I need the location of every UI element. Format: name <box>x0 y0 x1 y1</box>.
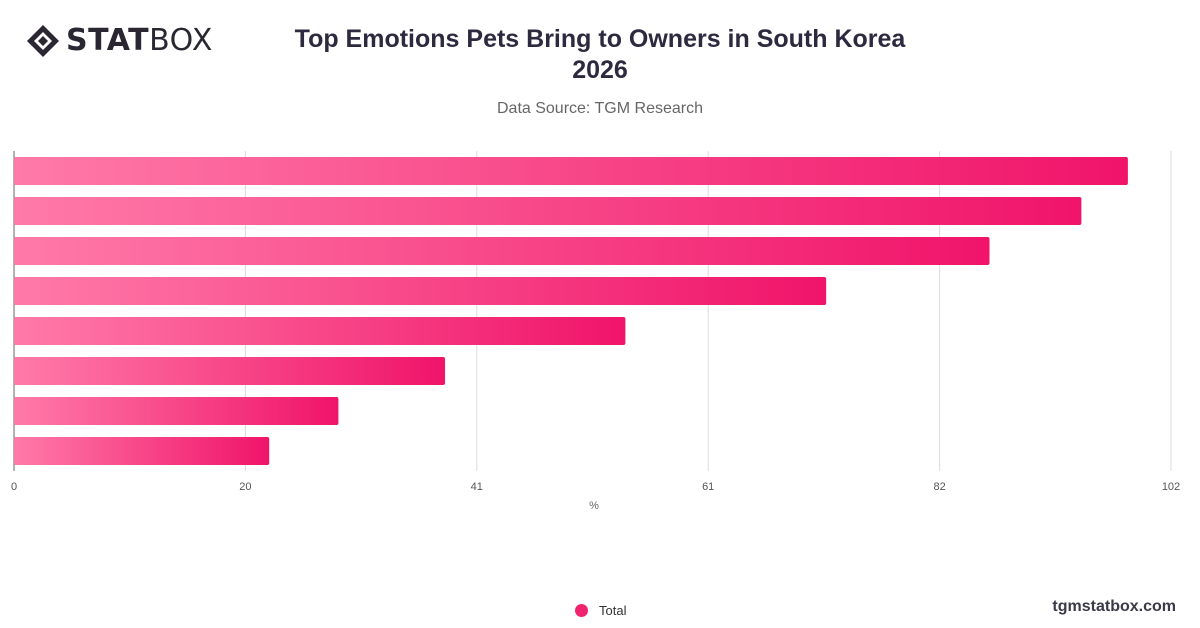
logo-wordmark-light: BOX <box>149 23 213 58</box>
x-tick-label: 0 <box>11 481 17 493</box>
chart-header: Top Emotions Pets Bring to Owners in Sou… <box>200 24 1000 118</box>
logo-wordmark-bold: STAT <box>66 23 150 58</box>
bar[interactable] <box>14 357 446 385</box>
footer-url[interactable]: tgmstatbox.com <box>1052 598 1176 615</box>
legend-label-total: Total <box>599 603 627 618</box>
legend-marker-total <box>575 604 588 617</box>
chart-title-line2: 2026 <box>572 56 628 84</box>
bar[interactable] <box>14 397 339 425</box>
statbox-logo: STATBOX <box>26 24 213 58</box>
chart-title: Top Emotions Pets Bring to Owners in Sou… <box>200 24 1000 86</box>
bar[interactable] <box>14 317 626 345</box>
bar[interactable] <box>14 237 990 265</box>
x-tick-label: 20 <box>239 481 251 493</box>
x-tick-label: 61 <box>702 481 714 493</box>
chart-title-line1: Top Emotions Pets Bring to Owners in Sou… <box>294 25 906 53</box>
chart-subtitle: Data Source: TGM Research <box>496 100 703 117</box>
bar[interactable] <box>14 277 827 305</box>
bar[interactable] <box>14 157 1128 185</box>
statbox-diamond-icon <box>27 25 59 57</box>
x-tick-label: 41 <box>471 481 483 493</box>
legend[interactable]: Total <box>575 603 626 618</box>
x-tick-label: 102 <box>1162 481 1180 493</box>
logo-wordmark: STATBOX <box>66 24 213 58</box>
x-tick-label: 82 <box>933 481 945 493</box>
x-axis-label: % <box>589 500 599 512</box>
bars <box>14 157 1128 465</box>
bar[interactable] <box>14 437 270 465</box>
x-axis-ticks: 0 20 41 61 82 102 <box>11 481 1180 493</box>
bar[interactable] <box>14 197 1082 225</box>
